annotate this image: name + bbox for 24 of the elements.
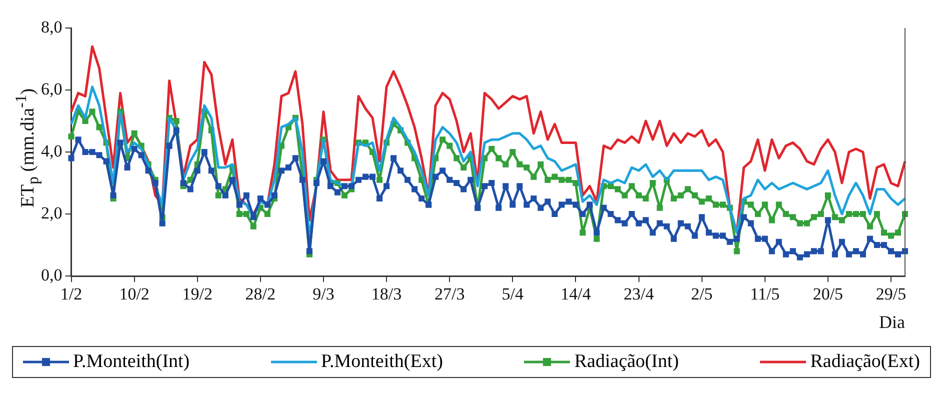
x-tick-label: 28/2: [245, 284, 276, 304]
legend-label: Radiação(Int): [574, 351, 679, 373]
legend-label: P.Monteith(Ext): [321, 351, 443, 373]
x-tick-label: 2/5: [690, 284, 713, 304]
x-axis-title: Dia: [879, 312, 905, 332]
x-tick-label: 11/5: [750, 284, 780, 304]
x-tick-label: 5/4: [502, 284, 524, 304]
x-tick-label: 10/2: [119, 284, 150, 304]
x-tick-label: 27/3: [434, 284, 465, 304]
x-tick-label: 14/4: [560, 284, 592, 304]
x-tick-label: 19/2: [182, 284, 212, 304]
x-tick-label: 23/4: [624, 284, 654, 304]
x-tick-label: 20/5: [812, 284, 844, 304]
legend-label: P.Monteith(Int): [73, 351, 190, 373]
x-tick-label: 1/2: [60, 284, 82, 304]
y-tick-label: 4,0: [41, 141, 62, 160]
legend-label: Radiação(Ext): [810, 351, 920, 373]
y-tick-label: 0,0: [41, 265, 62, 284]
x-tick-label: 29/5: [876, 284, 906, 304]
x-tick-label: 9/3: [312, 284, 334, 304]
y-tick-label: 8,0: [41, 17, 62, 36]
y-tick-label: 6,0: [41, 79, 62, 98]
y-tick-label: 2,0: [41, 203, 62, 222]
x-tick-label: 18/3: [371, 284, 402, 304]
